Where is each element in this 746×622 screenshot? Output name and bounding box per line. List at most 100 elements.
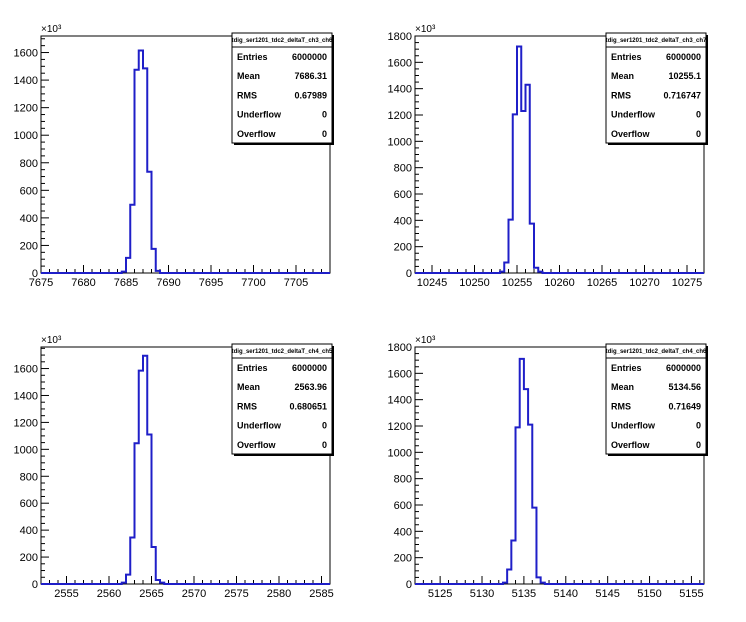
- x-tick-label: 10265: [587, 277, 618, 289]
- x-tick-label: 2555: [54, 588, 78, 600]
- histogram-bin: [152, 249, 156, 273]
- histogram-panel-2: 10245 10250 10255 10260 10265 10270 10275 0 200 4…: [388, 24, 708, 289]
- histogram-bin: [541, 583, 545, 584]
- y-tick-label: 1400: [14, 390, 38, 402]
- y-tick-label: 1600: [14, 48, 38, 60]
- stats-box: tdig_ser1201_tdc2_deltaT_ch3_ch7 Entries 6…: [605, 32, 708, 145]
- y-tick-label: 1000: [14, 130, 38, 142]
- histogram-bin: [521, 111, 525, 273]
- histogram-bin: [511, 541, 515, 584]
- stat-value: 0: [696, 110, 701, 120]
- histogram-bin: [143, 68, 147, 273]
- y-tick-label: 600: [20, 185, 38, 197]
- y-tick-label: 600: [394, 189, 412, 201]
- y-axis-multiplier: ×10³: [41, 24, 62, 35]
- histogram-bin: [130, 205, 134, 273]
- y-tick-label: 200: [20, 240, 38, 252]
- stat-value: 0.71649: [668, 401, 701, 411]
- stat-value: 6000000: [292, 363, 327, 373]
- y-tick-label: 1000: [388, 136, 412, 148]
- y-tick-label: 1600: [14, 364, 38, 376]
- histogram-bin: [122, 272, 126, 273]
- histogram-bin: [143, 356, 147, 584]
- y-tick-label: 400: [394, 526, 412, 538]
- histogram-bin: [156, 271, 160, 273]
- histogram-line: [41, 49, 330, 274]
- histogram-bin: [528, 425, 532, 584]
- histogram-bin: [135, 70, 139, 273]
- x-tick-label: 10275: [672, 277, 703, 289]
- x-tick-label: 10270: [629, 277, 660, 289]
- y-tick-label: 400: [20, 213, 38, 225]
- histogram-bin: [507, 570, 511, 584]
- y-tick-label: 600: [394, 500, 412, 512]
- histogram-panel-3: 2555 2560 2565 2570 2575 2580 2585 0 200 400 600 80…: [14, 335, 334, 600]
- stats-title: tdig_ser1201_tdc2_deltaT_ch4_ch5: [232, 349, 333, 355]
- stat-label: RMS: [611, 401, 631, 411]
- x-tick-label: 2570: [182, 588, 206, 600]
- stat-value: 6000000: [666, 363, 701, 373]
- x-tick-label: 7675: [29, 277, 53, 289]
- y-tick-label: 200: [20, 552, 38, 564]
- histogram-bin: [504, 262, 508, 273]
- x-tick-label: 7685: [114, 277, 138, 289]
- stat-label: Entries: [237, 52, 268, 62]
- histogram-bin: [156, 580, 160, 584]
- stat-label: Mean: [611, 382, 634, 392]
- y-tick-label: 0: [406, 579, 412, 591]
- stat-label: RMS: [237, 401, 257, 411]
- stats-title: tdig_ser1201_tdc2_deltaT_ch4_ch6: [606, 349, 707, 355]
- histogram-bin: [520, 359, 524, 584]
- histogram-line: [415, 357, 704, 585]
- x-tick-label: 10255: [502, 277, 533, 289]
- stat-label: Mean: [611, 71, 634, 81]
- histogram-bin: [530, 224, 534, 273]
- stat-label: Underflow: [237, 110, 282, 120]
- stat-value: 0: [696, 129, 701, 139]
- x-tick-label: 7700: [241, 277, 265, 289]
- x-tick-label: 5155: [679, 588, 703, 600]
- histogram-bin: [130, 538, 134, 584]
- histogram-bin: [122, 583, 126, 584]
- histogram-bin: [139, 371, 143, 584]
- stat-value: 5134.56: [668, 382, 701, 392]
- y-tick-label: 600: [20, 498, 38, 510]
- histogram-bin: [503, 583, 507, 584]
- stat-value: 0.680651: [289, 401, 327, 411]
- x-tick-label: 5145: [595, 588, 619, 600]
- y-axis-multiplier: ×10³: [41, 335, 62, 346]
- x-tick-label: 7705: [284, 277, 308, 289]
- histogram-bin: [517, 47, 521, 273]
- histogram-bin: [532, 508, 536, 584]
- stat-label: Mean: [237, 382, 260, 392]
- x-tick-label: 7695: [199, 277, 223, 289]
- stat-label: Overflow: [237, 440, 277, 450]
- stat-value: 6000000: [292, 52, 327, 62]
- x-tick-label: 10260: [544, 277, 575, 289]
- stat-label: Entries: [237, 363, 268, 373]
- y-tick-label: 1800: [388, 31, 412, 43]
- stat-value: 0.67989: [294, 90, 327, 100]
- stat-label: Entries: [611, 363, 642, 373]
- y-tick-label: 1400: [388, 84, 412, 96]
- histogram-bin: [139, 50, 143, 273]
- y-tick-label: 0: [32, 268, 38, 280]
- histogram-bin: [126, 258, 130, 273]
- stat-label: RMS: [611, 90, 631, 100]
- stat-label: Underflow: [611, 421, 656, 431]
- stats-box-frame: [605, 32, 707, 144]
- stat-value: 2563.96: [294, 382, 327, 392]
- stats-box: tdig_ser1201_tdc2_deltaT_ch4_ch5 Entries 6…: [231, 343, 334, 456]
- histogram-bin: [524, 389, 528, 584]
- histogram-bin: [538, 272, 542, 273]
- stats-title: tdig_ser1201_tdc2_deltaT_ch3_ch6: [232, 38, 333, 44]
- y-tick-label: 1200: [388, 421, 412, 433]
- x-tick-label: 2565: [139, 588, 163, 600]
- y-tick-label: 200: [394, 553, 412, 565]
- y-tick-label: 0: [406, 268, 412, 280]
- stat-value: 0.716747: [663, 90, 701, 100]
- stats-box: tdig_ser1201_tdc2_deltaT_ch4_ch6 Entries 6…: [605, 343, 708, 456]
- x-tick-label: 2575: [224, 588, 248, 600]
- stat-label: RMS: [237, 90, 257, 100]
